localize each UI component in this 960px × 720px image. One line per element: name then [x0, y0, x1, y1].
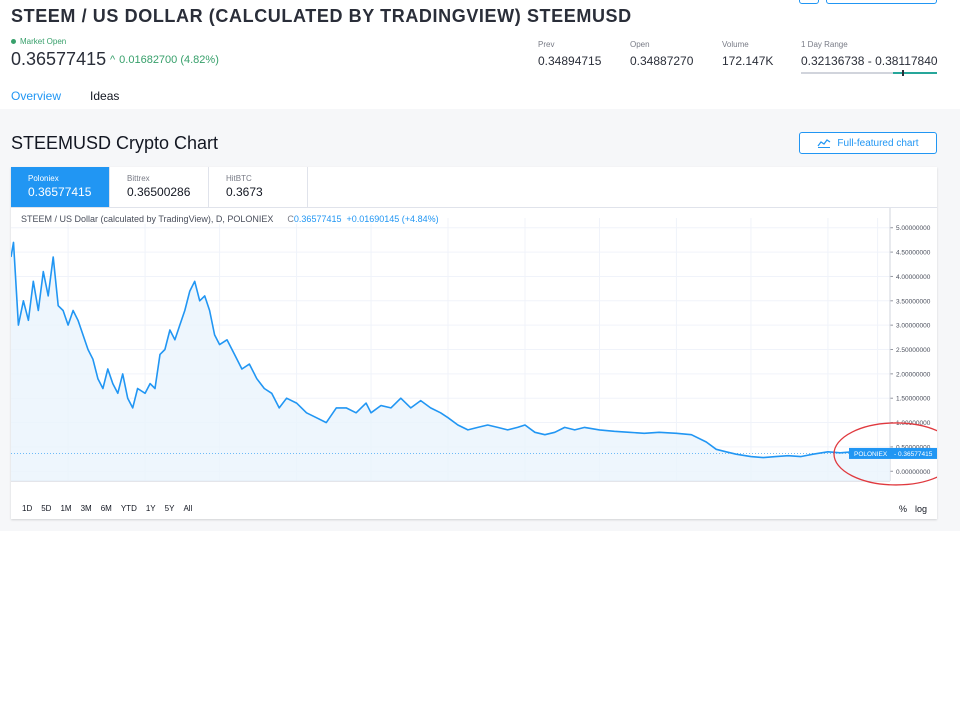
exchange-price: 0.3673 [226, 185, 263, 199]
full-featured-chart-label: Full-featured chart [837, 137, 919, 149]
tab-bar: Overview Ideas [11, 89, 119, 111]
series-line [11, 241, 891, 459]
range-button[interactable]: 1M [60, 504, 72, 513]
day-range-marker [902, 70, 904, 76]
status-dot-icon [11, 39, 16, 44]
date-range-buttons: 1D 5D 1M 3M 6M YTD 1Y 5Y All [22, 504, 192, 513]
up-arrow-icon: ^ [110, 54, 116, 66]
last-price: 0.36577415 [11, 49, 107, 69]
exchange-price: 0.36577415 [28, 185, 92, 199]
last-value-exchange-label: POLONIEX [854, 451, 888, 458]
y-tick-label: 4.50000000 [896, 250, 931, 257]
range-button[interactable]: 1Y [145, 504, 156, 513]
exchange-name: Bittrex [127, 174, 150, 183]
market-status-text: Market Open [20, 37, 67, 46]
range-button[interactable]: YTD [120, 504, 137, 513]
top-action-button[interactable] [826, 0, 937, 4]
series-area [11, 242, 890, 481]
stat-value: 0.34887270 [630, 54, 694, 68]
chart-area[interactable]: MarAprMayJunJulAugSepOctNovDec2019215.00… [11, 207, 937, 519]
full-featured-chart-button[interactable]: Full-featured chart [799, 132, 937, 154]
exchange-tabs: Poloniex 0.36577415 Bittrex 0.36500286 H… [11, 167, 308, 207]
range-button[interactable]: 6M [100, 504, 112, 513]
tab-ideas[interactable]: Ideas [90, 89, 120, 103]
y-tick-label: 4.00000000 [896, 274, 931, 281]
top-small-button[interactable] [799, 0, 819, 4]
legend-change: +0.01690145 (+4.84%) [346, 214, 439, 224]
day-range-fill [893, 72, 937, 74]
stat-open: Open 0.34887270 [630, 40, 693, 68]
stat-day-range: 1 Day Range 0.32136738 - 0.38117840 [801, 40, 938, 68]
y-tick-label: 2.00000000 [896, 371, 931, 378]
range-button[interactable]: 5D [41, 504, 52, 513]
y-tick-label: 0.00000000 [896, 469, 931, 476]
y-tick-label: 1.50000000 [896, 396, 931, 403]
range-button[interactable]: 3M [80, 504, 92, 513]
exchange-tab-bittrex[interactable]: Bittrex 0.36500286 [110, 167, 209, 207]
stat-label: 1 Day Range [801, 40, 848, 49]
tab-overview[interactable]: Overview [11, 89, 62, 111]
exchange-tab-hitbtc[interactable]: HitBTC 0.3673 [209, 167, 308, 207]
chart-card: Poloniex 0.36577415 Bittrex 0.36500286 H… [11, 167, 937, 519]
scale-options: % log [899, 504, 927, 514]
percent-scale-toggle[interactable]: % [898, 504, 907, 514]
stat-volume: Volume 172.147K [722, 40, 773, 68]
y-tick-label: 3.00000000 [896, 323, 931, 330]
y-tick-label: 2.50000000 [896, 347, 931, 354]
price-chart[interactable]: MarAprMayJunJulAugSepOctNovDec2019215.00… [11, 208, 937, 488]
range-button[interactable]: 1D [22, 504, 33, 513]
page-title: STEEM / US DOLLAR (CALCULATED BY TRADING… [11, 6, 632, 27]
exchange-tab-poloniex[interactable]: Poloniex 0.36577415 [11, 167, 110, 207]
stat-label: Volume [722, 40, 749, 49]
title-symbol: STEEMUSD [526, 6, 632, 26]
stat-label: Open [630, 40, 650, 49]
legend-close-value: 0.36577415 [293, 214, 342, 224]
range-button[interactable]: All [183, 504, 193, 513]
stat-value: 0.32136738 - 0.38117840 [801, 54, 938, 68]
log-scale-toggle[interactable]: log [914, 504, 927, 514]
chart-icon [817, 139, 831, 148]
market-status: Market Open [11, 37, 66, 46]
exchange-name: HitBTC [226, 174, 252, 183]
legend-close-prefix: C [287, 214, 294, 224]
price-change: ^ 0.01682700 (4.82%) [110, 54, 219, 66]
range-button[interactable]: 5Y [164, 504, 175, 513]
section-title: STEEMUSD Crypto Chart [11, 133, 219, 153]
stat-prev: Prev 0.34894715 [538, 40, 601, 68]
annotation-circle [833, 422, 937, 486]
legend-series: STEEM / US Dollar (calculated by Trading… [21, 214, 274, 224]
exchange-price: 0.36500286 [127, 185, 191, 199]
day-range-bar [801, 70, 937, 76]
y-tick-label: 3.50000000 [896, 298, 931, 305]
chart-legend: STEEM / US Dollar (calculated by Trading… [21, 214, 439, 224]
y-tick-label: 5.00000000 [896, 225, 931, 232]
legend-ohlc: C0.36577415 +0.01690145 (+4.84%) [287, 214, 438, 224]
title-text: STEEM / US DOLLAR (CALCULATED BY TRADING… [11, 6, 522, 26]
last-value-label: - 0.36577415 [894, 451, 933, 458]
stat-value: 172.147K [722, 54, 774, 68]
stat-label: Prev [538, 40, 555, 49]
y-tick-label: 0.50000000 [896, 444, 931, 451]
price-change-value: 0.01682700 (4.82%) [119, 54, 219, 66]
last-value-badge [849, 447, 937, 459]
stat-value: 0.34894715 [538, 54, 602, 68]
exchange-name: Poloniex [28, 174, 59, 183]
